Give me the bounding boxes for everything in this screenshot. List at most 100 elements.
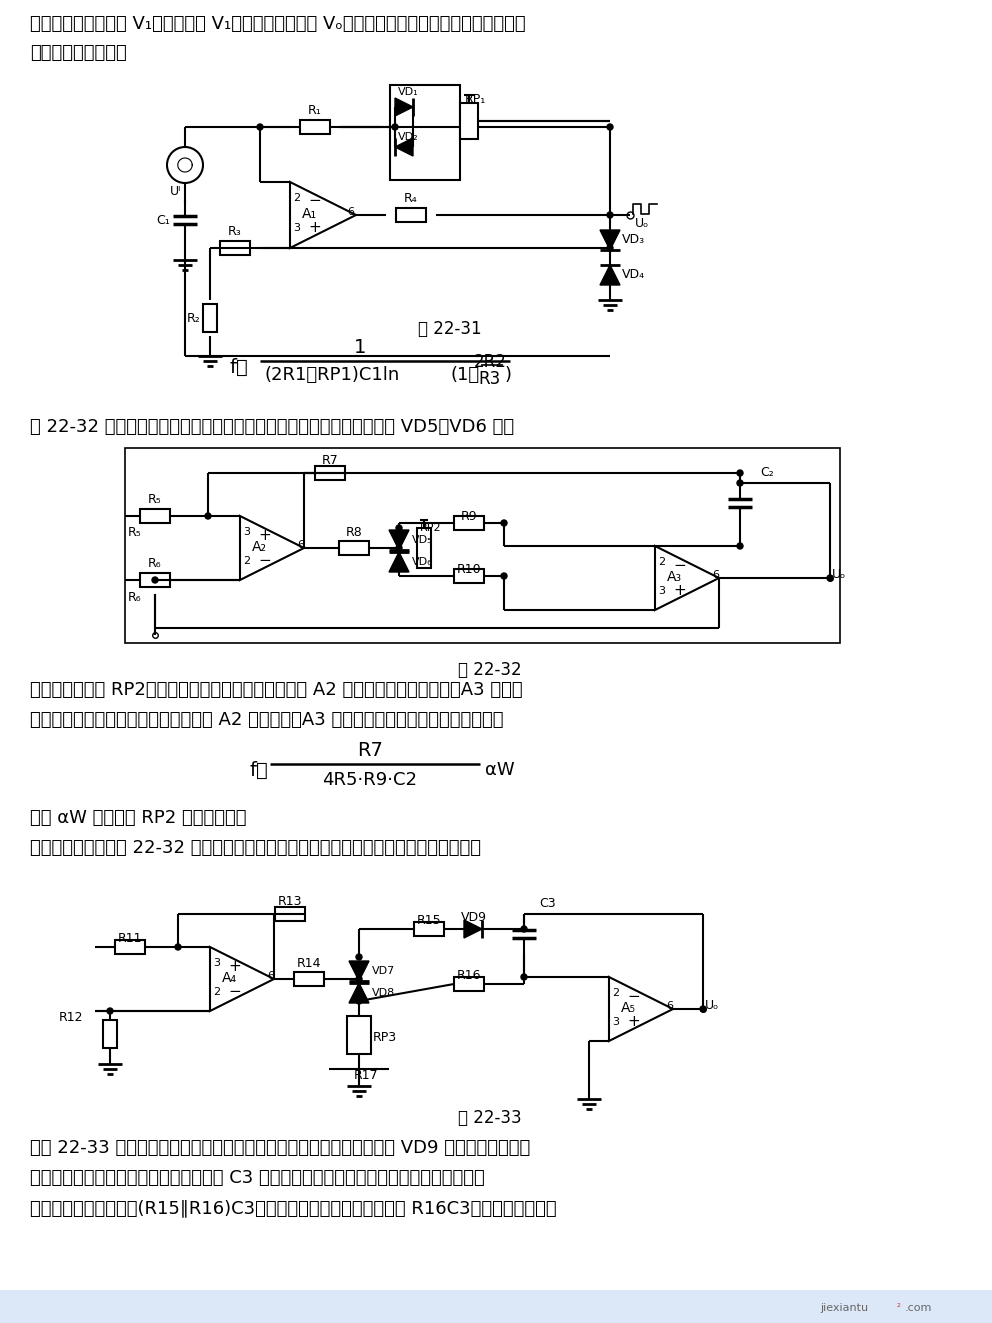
Text: 利用二极管的单向导电特性，改变电容器 C3 的充电与放电时间常数。所以，积分器的输入为: 利用二极管的单向导电特性，改变电容器 C3 的充电与放电时间常数。所以，积分器的… bbox=[30, 1170, 485, 1187]
Text: 相积分器，它们共同组成振荡电路，使 A2 输出方波，A3 输出三角波。电路三角波的频率为：: 相积分器，它们共同组成振荡电路，使 A2 输出方波，A3 输出三角波。电路三角波… bbox=[30, 710, 504, 729]
Text: R₅: R₅ bbox=[148, 493, 162, 505]
Circle shape bbox=[392, 124, 398, 130]
Polygon shape bbox=[600, 230, 620, 250]
Text: 6: 6 bbox=[666, 1002, 673, 1011]
Polygon shape bbox=[609, 976, 673, 1041]
Text: Uᴵ: Uᴵ bbox=[170, 185, 182, 198]
Text: R12: R12 bbox=[59, 1011, 83, 1024]
Bar bbox=[347, 1016, 371, 1054]
Polygon shape bbox=[395, 98, 413, 116]
Circle shape bbox=[501, 520, 507, 527]
Circle shape bbox=[356, 998, 362, 1004]
Text: A₄: A₄ bbox=[222, 971, 237, 986]
Text: −: − bbox=[308, 193, 320, 208]
Text: Uₒ: Uₒ bbox=[705, 999, 719, 1012]
Circle shape bbox=[827, 576, 833, 581]
Circle shape bbox=[396, 545, 402, 550]
Text: RP₁: RP₁ bbox=[465, 93, 486, 106]
Text: jiexiantu: jiexiantu bbox=[820, 1303, 868, 1312]
Text: R7: R7 bbox=[357, 741, 383, 759]
Polygon shape bbox=[290, 183, 356, 247]
Bar bbox=[414, 922, 444, 935]
Text: 6: 6 bbox=[347, 206, 354, 217]
Text: −: − bbox=[627, 990, 640, 1004]
Text: 3: 3 bbox=[243, 527, 250, 537]
Circle shape bbox=[521, 926, 527, 931]
Text: VD7: VD7 bbox=[372, 966, 395, 976]
Bar bbox=[103, 1020, 117, 1048]
Bar bbox=[315, 466, 345, 480]
Text: Uₒ: Uₒ bbox=[635, 217, 649, 230]
Text: R9: R9 bbox=[460, 509, 477, 523]
Text: 加），还是放电（使 V₁减少）；而 V₁的大小再一次决定 Vₒ的极性。如此不断反复，产生了方波。: 加），还是放电（使 V₁减少）；而 V₁的大小再一次决定 Vₒ的极性。如此不断反… bbox=[30, 15, 526, 33]
Text: αW: αW bbox=[485, 761, 515, 779]
Polygon shape bbox=[349, 960, 369, 980]
Circle shape bbox=[152, 577, 158, 583]
Circle shape bbox=[737, 480, 743, 486]
Text: 2: 2 bbox=[658, 557, 665, 568]
Bar bbox=[460, 103, 478, 139]
Text: 3: 3 bbox=[213, 958, 220, 968]
Circle shape bbox=[521, 974, 527, 980]
Polygon shape bbox=[389, 531, 409, 550]
Text: +: + bbox=[627, 1013, 640, 1029]
Text: R13: R13 bbox=[278, 894, 303, 908]
Text: R7: R7 bbox=[321, 454, 338, 467]
Text: VD9: VD9 bbox=[461, 912, 487, 923]
Polygon shape bbox=[395, 138, 413, 156]
Circle shape bbox=[205, 513, 211, 519]
Bar bbox=[396, 208, 426, 222]
Text: 图 22-31: 图 22-31 bbox=[419, 320, 482, 337]
Text: R₆: R₆ bbox=[148, 557, 162, 570]
Text: 6: 6 bbox=[267, 971, 274, 980]
Text: 6: 6 bbox=[297, 540, 304, 550]
Text: 并联一个电位器 RP2，使积分器的输入电压可调。图中 A2 组成带正反馈的比较器，A3 组成反: 并联一个电位器 RP2，使积分器的输入电压可调。图中 A2 组成带正反馈的比较器… bbox=[30, 681, 523, 699]
Circle shape bbox=[607, 124, 613, 130]
Bar bbox=[203, 304, 217, 332]
Text: RP2: RP2 bbox=[420, 523, 441, 533]
Bar bbox=[294, 972, 324, 986]
Text: R₅: R₅ bbox=[128, 527, 142, 538]
Text: 如图 22-33 所示。为此，在积分器的输入回路中，增加了一条由二极管 VD9 控制的输入回路，: 如图 22-33 所示。为此，在积分器的输入回路中，增加了一条由二极管 VD9 … bbox=[30, 1139, 531, 1158]
Text: R17: R17 bbox=[354, 1069, 379, 1082]
Text: VD₁: VD₁ bbox=[398, 87, 419, 97]
Text: 图 22-32: 图 22-32 bbox=[458, 662, 522, 679]
Text: ²: ² bbox=[897, 1303, 901, 1312]
Text: 正时，积分时间常数为(R15∥R16)C3，输入为负时，积分时间常数为 R16C3。该电路锯齿波振: 正时，积分时间常数为(R15∥R16)C3，输入为负时，积分时间常数为 R16C… bbox=[30, 1199, 557, 1217]
Bar bbox=[454, 976, 484, 991]
Text: C₁: C₁ bbox=[157, 213, 170, 226]
Bar bbox=[140, 573, 170, 587]
Bar bbox=[390, 85, 460, 180]
Text: 3: 3 bbox=[293, 224, 300, 233]
Text: R₃: R₃ bbox=[228, 225, 242, 238]
Text: A₃: A₃ bbox=[667, 570, 682, 583]
Text: 6: 6 bbox=[712, 570, 719, 579]
Polygon shape bbox=[600, 265, 620, 284]
Text: 该电路方波频率为：: 该电路方波频率为： bbox=[30, 44, 127, 62]
Circle shape bbox=[737, 470, 743, 476]
Circle shape bbox=[356, 976, 362, 982]
Text: R8: R8 bbox=[345, 527, 362, 538]
Text: +: + bbox=[673, 583, 685, 598]
Circle shape bbox=[607, 245, 613, 251]
Circle shape bbox=[607, 212, 613, 218]
Circle shape bbox=[175, 945, 181, 950]
Text: Uₒ: Uₒ bbox=[832, 568, 846, 581]
Circle shape bbox=[501, 573, 507, 579]
Text: R11: R11 bbox=[118, 931, 142, 945]
Polygon shape bbox=[389, 552, 409, 572]
Text: VD₂: VD₂ bbox=[398, 132, 419, 142]
Text: f＝: f＝ bbox=[230, 359, 249, 377]
Polygon shape bbox=[240, 516, 304, 579]
Text: .com: .com bbox=[905, 1303, 932, 1312]
Text: R₂: R₂ bbox=[187, 311, 201, 324]
Text: ): ) bbox=[505, 366, 512, 384]
Text: −: − bbox=[258, 553, 271, 568]
Text: 图 22-33: 图 22-33 bbox=[458, 1109, 522, 1127]
Text: R10: R10 bbox=[456, 564, 481, 576]
Text: R3: R3 bbox=[479, 370, 501, 388]
Text: R₁: R₁ bbox=[309, 105, 321, 116]
Text: R15: R15 bbox=[417, 914, 441, 927]
Text: 3: 3 bbox=[658, 586, 665, 595]
Text: C3: C3 bbox=[539, 897, 556, 910]
